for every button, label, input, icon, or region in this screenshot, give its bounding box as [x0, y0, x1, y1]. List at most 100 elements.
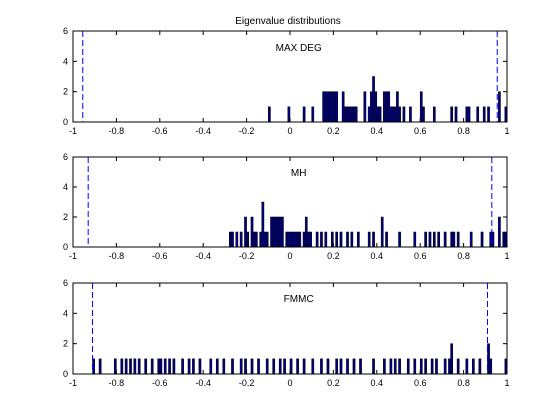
histogram-bar — [302, 358, 306, 375]
x-tick-label: 0 — [287, 126, 292, 136]
y-tick-label: 2 — [63, 212, 68, 222]
x-tick-label: 0 — [287, 378, 292, 388]
histogram-bar — [296, 358, 299, 375]
x-tick-label: 0.6 — [414, 378, 427, 388]
x-tick-label: -0.4 — [195, 251, 211, 261]
histogram-bar — [454, 106, 458, 123]
histogram-bar — [498, 216, 501, 248]
histogram-bar — [482, 106, 486, 123]
x-tick-label: -1 — [69, 378, 77, 388]
histogram-bar — [302, 106, 306, 123]
histogram-bar — [124, 358, 128, 375]
histogram-bar — [163, 358, 167, 375]
histogram-bar — [363, 91, 367, 123]
histogram-bar — [489, 358, 493, 375]
histogram-bar — [274, 216, 278, 248]
x-tick-label: 0.8 — [457, 378, 470, 388]
histogram-bar — [222, 358, 226, 375]
histogram-bar — [311, 358, 315, 375]
histogram-bar — [456, 231, 460, 248]
y-tick-label: 4 — [63, 182, 68, 192]
histogram-bar — [406, 358, 410, 375]
x-tick-label: 1 — [504, 126, 509, 136]
histogram-bar — [385, 91, 388, 123]
histogram-bar — [435, 358, 438, 375]
panel-2: -1 -0.8 -0.6 -0.4 -0.2 0 0.2 0.4 0.6 0.8 1 0 2 4 6 FMMC — [63, 278, 510, 388]
histogram-bar — [367, 231, 371, 248]
histogram-bar — [231, 231, 234, 248]
histogram-bar — [302, 231, 306, 248]
x-tick-label: 0.8 — [457, 126, 470, 136]
histogram-bar — [374, 91, 378, 123]
histogram-bar — [450, 106, 453, 123]
histogram-bar — [291, 231, 295, 248]
histogram-bar — [263, 231, 267, 248]
histogram-bar — [498, 91, 501, 123]
y-tick-label: 6 — [63, 278, 68, 288]
histogram-bar — [228, 231, 232, 248]
histogram-bar — [181, 358, 184, 375]
histogram-bar — [348, 106, 352, 123]
histogram-bar — [448, 358, 451, 375]
x-tick-label: 0.4 — [371, 378, 384, 388]
histogram-bar — [472, 358, 475, 375]
histogram-bar — [296, 231, 299, 248]
histogram-bar — [450, 231, 453, 248]
histogram-bar — [324, 91, 328, 123]
histogram-bar — [239, 231, 243, 248]
histogram-bar — [413, 358, 417, 375]
x-tick-label: -0.8 — [109, 378, 125, 388]
histogram-bar — [424, 231, 427, 248]
histogram-bar — [443, 358, 447, 375]
histogram-bar — [354, 106, 358, 123]
histogram-bar — [250, 358, 254, 375]
histogram-bar — [419, 91, 423, 123]
histogram-bar — [326, 91, 330, 123]
histogram-bar — [187, 358, 191, 375]
histogram-bar — [215, 358, 219, 375]
histogram-bar — [311, 106, 315, 123]
histogram-bar — [437, 231, 440, 248]
y-tick-label: 2 — [63, 339, 68, 349]
x-tick-label: 0.6 — [414, 251, 427, 261]
histogram-bar — [192, 358, 195, 375]
histogram-bar — [257, 358, 260, 375]
histogram-bar — [443, 231, 447, 248]
histogram-bar — [346, 358, 349, 375]
histogram-bar — [467, 106, 471, 123]
histogram-bar — [487, 106, 490, 123]
histogram-bar — [278, 216, 282, 248]
histogram-bar — [98, 358, 102, 375]
x-tick-label: -0.8 — [109, 251, 125, 261]
histogram-bar — [372, 231, 375, 248]
histogram-bar — [402, 106, 406, 123]
x-tick-label: 0.2 — [327, 251, 340, 261]
histogram-bar — [478, 358, 482, 375]
histogram-bar — [352, 106, 356, 123]
histogram-bar — [285, 231, 289, 248]
y-tick-label: 6 — [63, 26, 68, 36]
histogram-bar — [398, 358, 401, 375]
histogram-bar — [346, 231, 349, 248]
histogram-bar — [335, 231, 338, 248]
histogram-bar — [328, 91, 332, 123]
histogram-bar — [428, 231, 432, 248]
histogram-bar — [239, 358, 243, 375]
histogram-bar — [209, 358, 213, 375]
histogram-bar — [450, 343, 453, 375]
histogram-bar — [261, 201, 265, 248]
histogram-bar — [480, 231, 484, 248]
histogram-bar — [422, 106, 425, 123]
panel-1: -1 -0.8 -0.6 -0.4 -0.2 0 0.2 0.4 0.6 0.8 1 0 2 4 6 MH — [63, 152, 510, 261]
histogram-bar — [350, 231, 354, 248]
panel-label: MH — [291, 168, 307, 179]
x-tick-label: 0.2 — [327, 378, 340, 388]
histogram-bar — [372, 76, 375, 123]
x-tick-label: -1 — [69, 251, 77, 261]
histogram-bar — [469, 231, 473, 248]
histogram-bar — [350, 106, 354, 123]
figure-title: Eigenvalue distributions — [235, 16, 341, 27]
histogram-bar — [255, 231, 258, 248]
histogram-bar — [339, 231, 343, 248]
histogram-bar — [383, 358, 386, 375]
